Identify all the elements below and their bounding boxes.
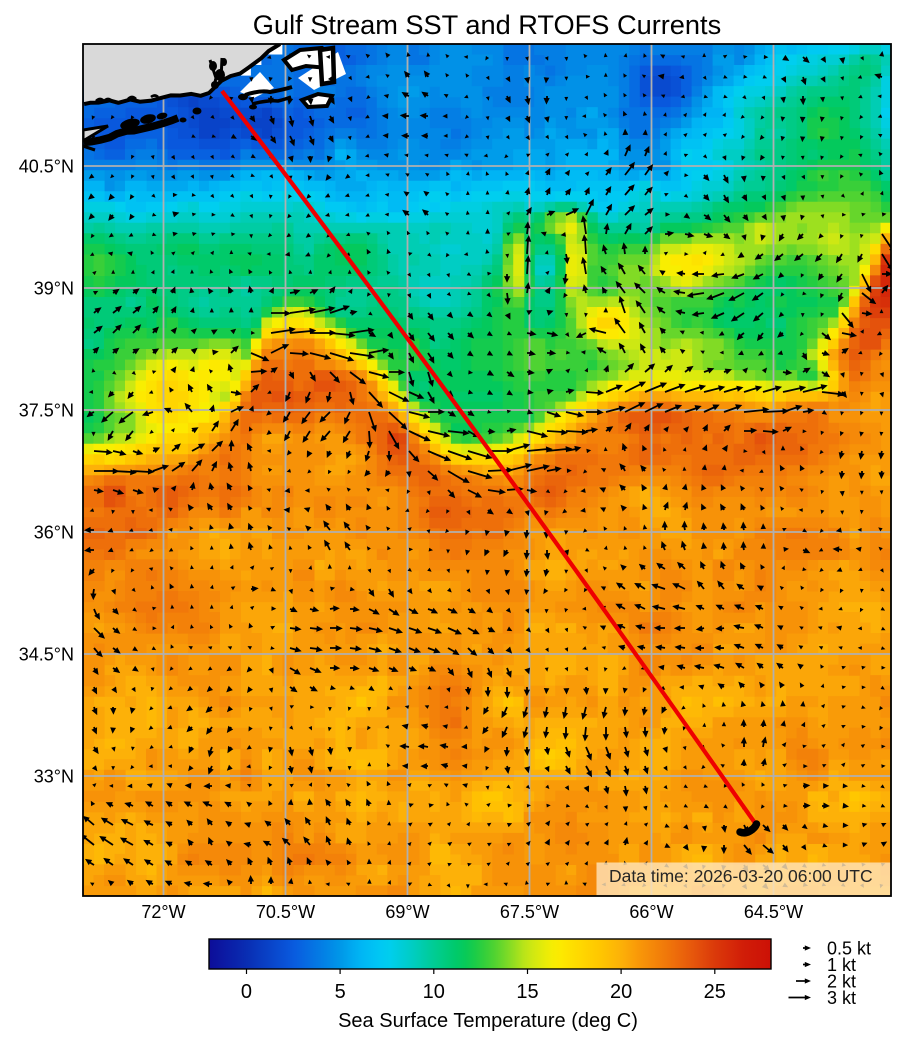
svg-text:15: 15	[516, 981, 538, 1003]
svg-text:64.5°W: 64.5°W	[744, 902, 803, 922]
svg-text:70.5°W: 70.5°W	[256, 902, 315, 922]
svg-text:1 kt: 1 kt	[827, 955, 856, 975]
svg-text:2 kt: 2 kt	[827, 972, 856, 992]
svg-text:69°W: 69°W	[385, 902, 429, 922]
svg-text:66°W: 66°W	[629, 902, 673, 922]
svg-text:37.5°N: 37.5°N	[19, 400, 74, 420]
svg-text:5: 5	[335, 981, 346, 1003]
svg-text:39°N: 39°N	[34, 278, 74, 298]
svg-text:72°W: 72°W	[141, 902, 185, 922]
svg-text:Gulf Stream SST and RTOFS Curr: Gulf Stream SST and RTOFS Currents	[253, 9, 721, 40]
svg-text:34.5°N: 34.5°N	[19, 644, 74, 664]
svg-text:Data time: 2026-03-20 06:00 UT: Data time: 2026-03-20 06:00 UTC	[609, 866, 873, 886]
svg-text:33°N: 33°N	[34, 766, 74, 786]
svg-text:40.5°N: 40.5°N	[19, 156, 74, 176]
svg-text:20: 20	[610, 981, 632, 1003]
svg-text:67.5°W: 67.5°W	[500, 902, 559, 922]
svg-text:25: 25	[704, 981, 726, 1003]
svg-text:Sea Surface Temperature (deg C: Sea Surface Temperature (deg C)	[338, 1010, 638, 1032]
svg-text:36°N: 36°N	[34, 522, 74, 542]
svg-text:0.5 kt: 0.5 kt	[827, 939, 871, 959]
svg-text:10: 10	[423, 981, 445, 1003]
svg-text:3 kt: 3 kt	[827, 988, 856, 1008]
svg-text:0: 0	[241, 981, 252, 1003]
